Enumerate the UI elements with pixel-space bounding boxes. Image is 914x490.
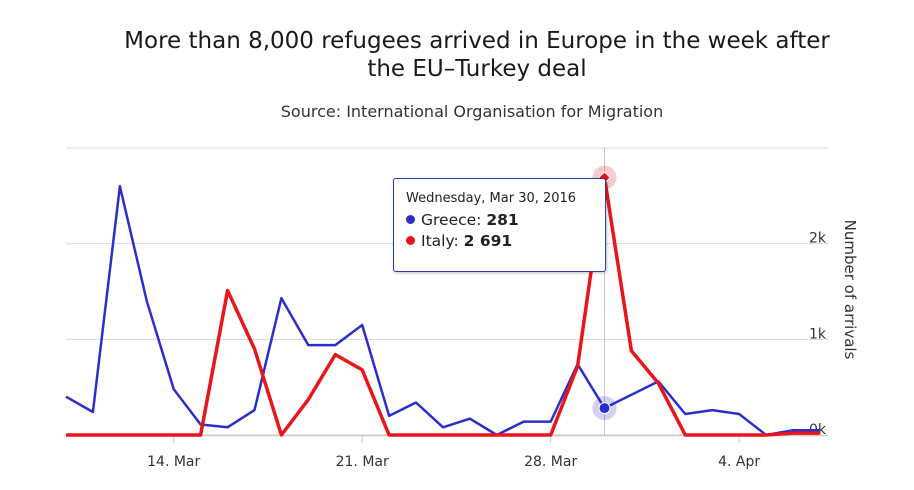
tooltip-date: Wednesday, Mar 30, 2016 [406, 191, 577, 206]
tooltip-row-greece: Greece: 281 [406, 211, 605, 232]
x-tick-label: 21. Mar [336, 454, 389, 470]
greece-dot-icon [406, 215, 415, 224]
chart-subtitle: Source: International Organisation for M… [280, 102, 664, 121]
tooltip-italy-value: 2 691 [463, 232, 513, 250]
y-tick-label: 2k [809, 231, 827, 247]
x-tick-label: 14. Mar [147, 454, 200, 470]
italy-dot-icon [406, 236, 415, 245]
series-line-greece [65, 185, 820, 437]
tooltip-greece-label: Greece: [421, 211, 487, 229]
y-axis-title: Number of arrivals [841, 220, 859, 360]
chart-title-line-2: the EU–Turkey deal [367, 56, 587, 82]
x-tick-label: 4. Apr [718, 454, 760, 470]
chart-title-line-1: More than 8,000 refugees arrived in Euro… [124, 28, 830, 54]
tooltip-italy-label: Italy: [421, 232, 464, 250]
tooltip-greece-value: 281 [486, 211, 519, 229]
x-tick-label: 28. Mar [524, 454, 577, 470]
y-tick-label: 1k [809, 326, 827, 342]
series-line-italy [66, 175, 820, 437]
tooltip-row-italy: Italy: 2 691 [406, 232, 605, 253]
marker-greece [598, 402, 611, 415]
chart-tooltip: Wednesday, Mar 30, 2016 Greece: 281 Ital… [393, 178, 606, 272]
